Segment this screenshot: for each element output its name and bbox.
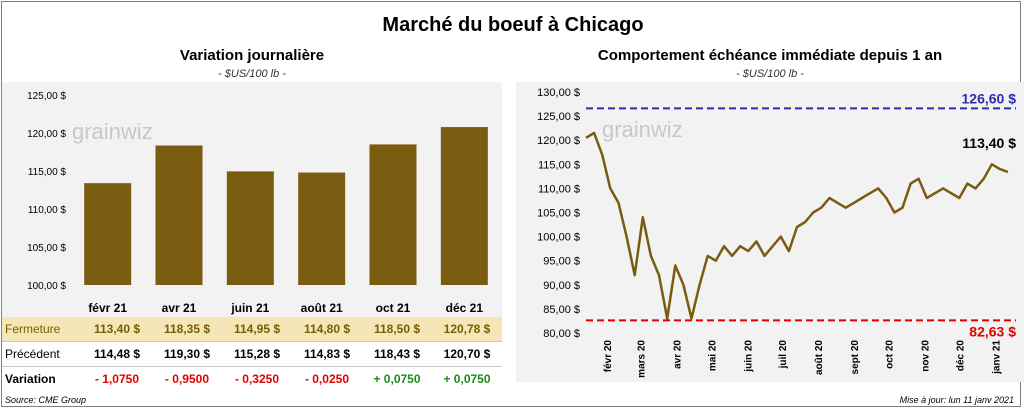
y-tick-label: 110,00 $ [538, 183, 580, 195]
x-tick-label: mars 20 [637, 340, 648, 378]
x-tick-label: nov 20 [921, 340, 932, 372]
x-tick-label: avr 21 [162, 301, 197, 315]
table-cell: 114,83 $ [292, 341, 362, 367]
y-tick-label: 100,00 $ [537, 232, 580, 244]
bar [440, 127, 488, 286]
table-cell: - 0,9500 [164, 372, 210, 386]
x-tick-label: août 21 [301, 301, 343, 315]
y-tick-label: 115,00 $ [28, 167, 67, 178]
x-tick-label: sept 20 [850, 340, 861, 375]
x-tick-label: déc 21 [446, 301, 484, 315]
table-row-fermeture: Fermeture 113,40 $ 118,35 $ 114,95 $ 114… [2, 317, 502, 342]
y-tick-label: 125,00 $ [537, 111, 580, 123]
table-cell: 114,80 $ [292, 317, 362, 342]
x-tick-label: août 20 [814, 340, 825, 375]
x-tick-label: avr 20 [673, 340, 684, 369]
line-chart: grainwiz 80,00 $ 85,00 $ 90,00 $ 95,00 $ 100,… [537, 87, 1017, 378]
y-tick-label: 120,00 $ [27, 129, 66, 140]
table-cell: + 0,0750 [443, 372, 491, 386]
table-cell: 114,48 $ [82, 341, 152, 367]
y-tick-label: 80,00 $ [543, 328, 580, 340]
watermark-text: grainwiz [602, 117, 683, 142]
table-cell: 114,95 $ [222, 317, 292, 342]
right-chart-title: Comportement échéance immédiate depuis 1… [597, 47, 943, 64]
source-note: Source: CME Group [5, 395, 87, 405]
table-cell: 113,40 $ [82, 317, 152, 342]
table-cell: - 0,0250 [304, 372, 350, 386]
y-tick-label: 110,00 $ [28, 205, 67, 216]
table-row-variation: Variation - 1,0750 - 0,9500 - 0,3250 - 0… [2, 367, 502, 392]
high-reference-label: 126,60 $ [962, 90, 1017, 106]
y-tick-label: 95,00 $ [543, 256, 580, 268]
y-tick-label: 115,00 $ [538, 159, 580, 171]
table-cell: 118,50 $ [362, 317, 432, 342]
x-tick-label: janv 21 [991, 340, 1002, 375]
y-tick-label: 125,00 $ [27, 91, 66, 102]
row-label: Précédent [2, 341, 82, 367]
y-tick-label: 100,00 $ [27, 281, 66, 292]
x-tick-label: juil 20 [778, 340, 789, 370]
price-series-line [585, 131, 1009, 320]
x-tick-label: févr 21 [88, 301, 127, 315]
y-tick-label: 105,00 $ [27, 243, 66, 254]
x-tick-label: oct 20 [885, 340, 896, 369]
left-chart-title: Variation journalière [179, 47, 325, 64]
left-chart-subtitle: - $US/100 lb - [218, 68, 286, 80]
y-tick-label: 85,00 $ [543, 304, 580, 316]
bar [155, 145, 203, 285]
bar-chart: grainwiz 100,00 $ 105,00 $ 110,00 $ 115,00 $… [27, 91, 488, 315]
low-reference-label: 82,63 $ [969, 323, 1016, 339]
table-cell: - 1,0750 [94, 372, 140, 386]
update-note: Mise à jour: lun 11 janv 2021 [899, 395, 1014, 405]
right-chart-subtitle: - $US/100 lb - [736, 68, 804, 80]
table-row-precedent: Précédent 114,48 $ 119,30 $ 115,28 $ 114… [2, 341, 502, 367]
y-tick-label: 105,00 $ [537, 208, 580, 220]
table-cell: 118,43 $ [362, 341, 432, 367]
x-tick-label: juin 21 [230, 301, 269, 315]
variation-table: Fermeture 113,40 $ 118,35 $ 114,95 $ 114… [2, 317, 502, 391]
x-tick-label: oct 21 [376, 301, 411, 315]
table-cell: 120,78 $ [432, 317, 502, 342]
last-value-label: 113,40 $ [962, 135, 1016, 151]
x-tick-label: déc 20 [955, 340, 966, 372]
left-chart-area: grainwiz 100,00 $ 105,00 $ 110,00 $ 115,00 $… [2, 82, 502, 322]
table-cell: + 0,0750 [373, 372, 421, 386]
table-cell: 115,28 $ [222, 341, 292, 367]
watermark-text: grainwiz [72, 119, 153, 144]
row-label: Fermeture [2, 317, 82, 342]
bar [298, 172, 346, 285]
table-cell: 120,70 $ [432, 341, 502, 367]
page-title: Marché du boeuf à Chicago [382, 14, 644, 36]
right-chart-area: grainwiz 80,00 $ 85,00 $ 90,00 $ 95,00 $ 100,… [516, 82, 1024, 382]
table-cell: - 0,3250 [234, 372, 280, 386]
bar [84, 183, 132, 285]
x-tick-label: mai 20 [707, 340, 718, 372]
x-tick-label: févr 20 [603, 340, 614, 373]
table-cell: 119,30 $ [152, 341, 222, 367]
y-tick-label: 130,00 $ [537, 87, 580, 99]
row-label: Variation [5, 372, 56, 386]
bar [226, 171, 274, 285]
table-cell: 118,35 $ [152, 317, 222, 342]
bar [369, 144, 417, 285]
y-tick-label: 120,00 $ [537, 135, 580, 147]
x-tick-label: juin 20 [743, 340, 754, 373]
y-tick-label: 90,00 $ [543, 280, 580, 292]
